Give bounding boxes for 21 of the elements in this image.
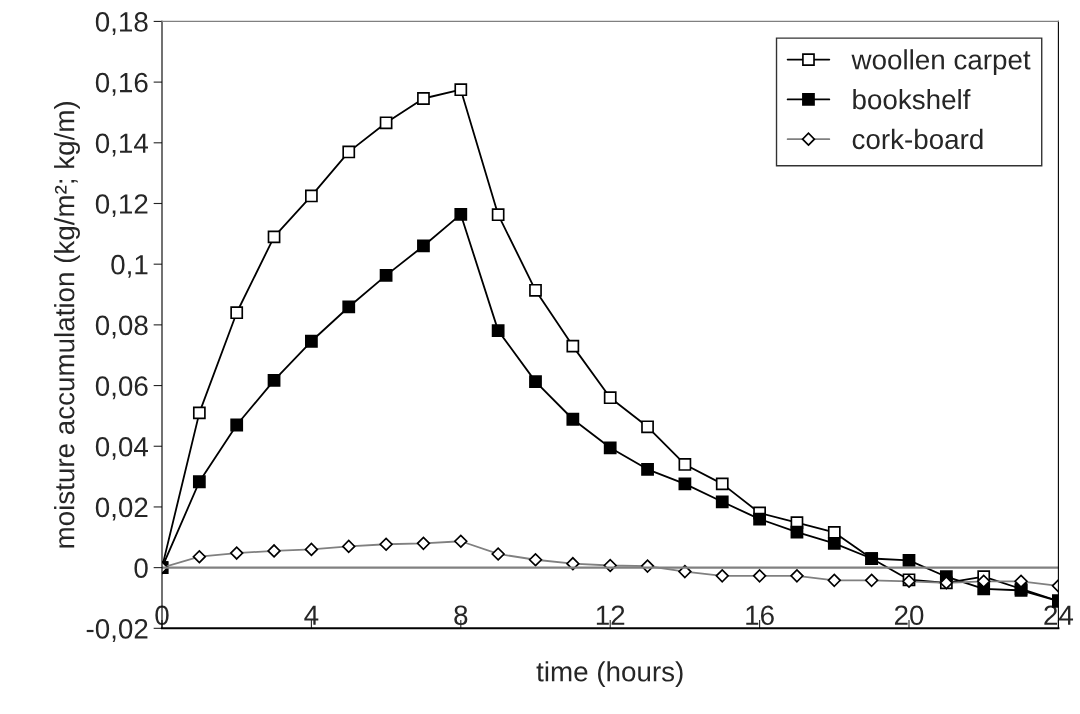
y-tick-label: 0,1: [111, 254, 148, 278]
y-axis-title: moisture accumulation (kg/m²; kg/m): [54, 101, 80, 548]
y-tick-label: 0,06: [95, 376, 148, 400]
y-tick-label: 0,12: [95, 194, 148, 218]
legend-label: woollen carpet: [851, 49, 1031, 76]
y-tick-label: 0,16: [95, 72, 148, 96]
y-tick-label: -0,02: [86, 618, 148, 642]
x-axis-title: time (hours): [536, 661, 683, 688]
x-tick-label: 12: [596, 605, 625, 625]
legend-label: cork-board: [852, 128, 983, 150]
x-tick-label: 20: [894, 605, 924, 626]
y-tick-label: 0,18: [95, 12, 148, 36]
legend-label: bookshelf: [853, 88, 971, 110]
y-tick-label: 0,14: [95, 133, 148, 157]
x-tick-label: 4: [304, 605, 319, 625]
x-tick-label: 16: [746, 605, 774, 626]
y-tick-label: 0,04: [95, 436, 148, 460]
x-tick-label: 8: [454, 605, 468, 626]
y-tick-label: 0,02: [95, 497, 148, 521]
y-tick-label: 0: [134, 558, 148, 578]
y-tick-label: 0,08: [95, 315, 148, 339]
